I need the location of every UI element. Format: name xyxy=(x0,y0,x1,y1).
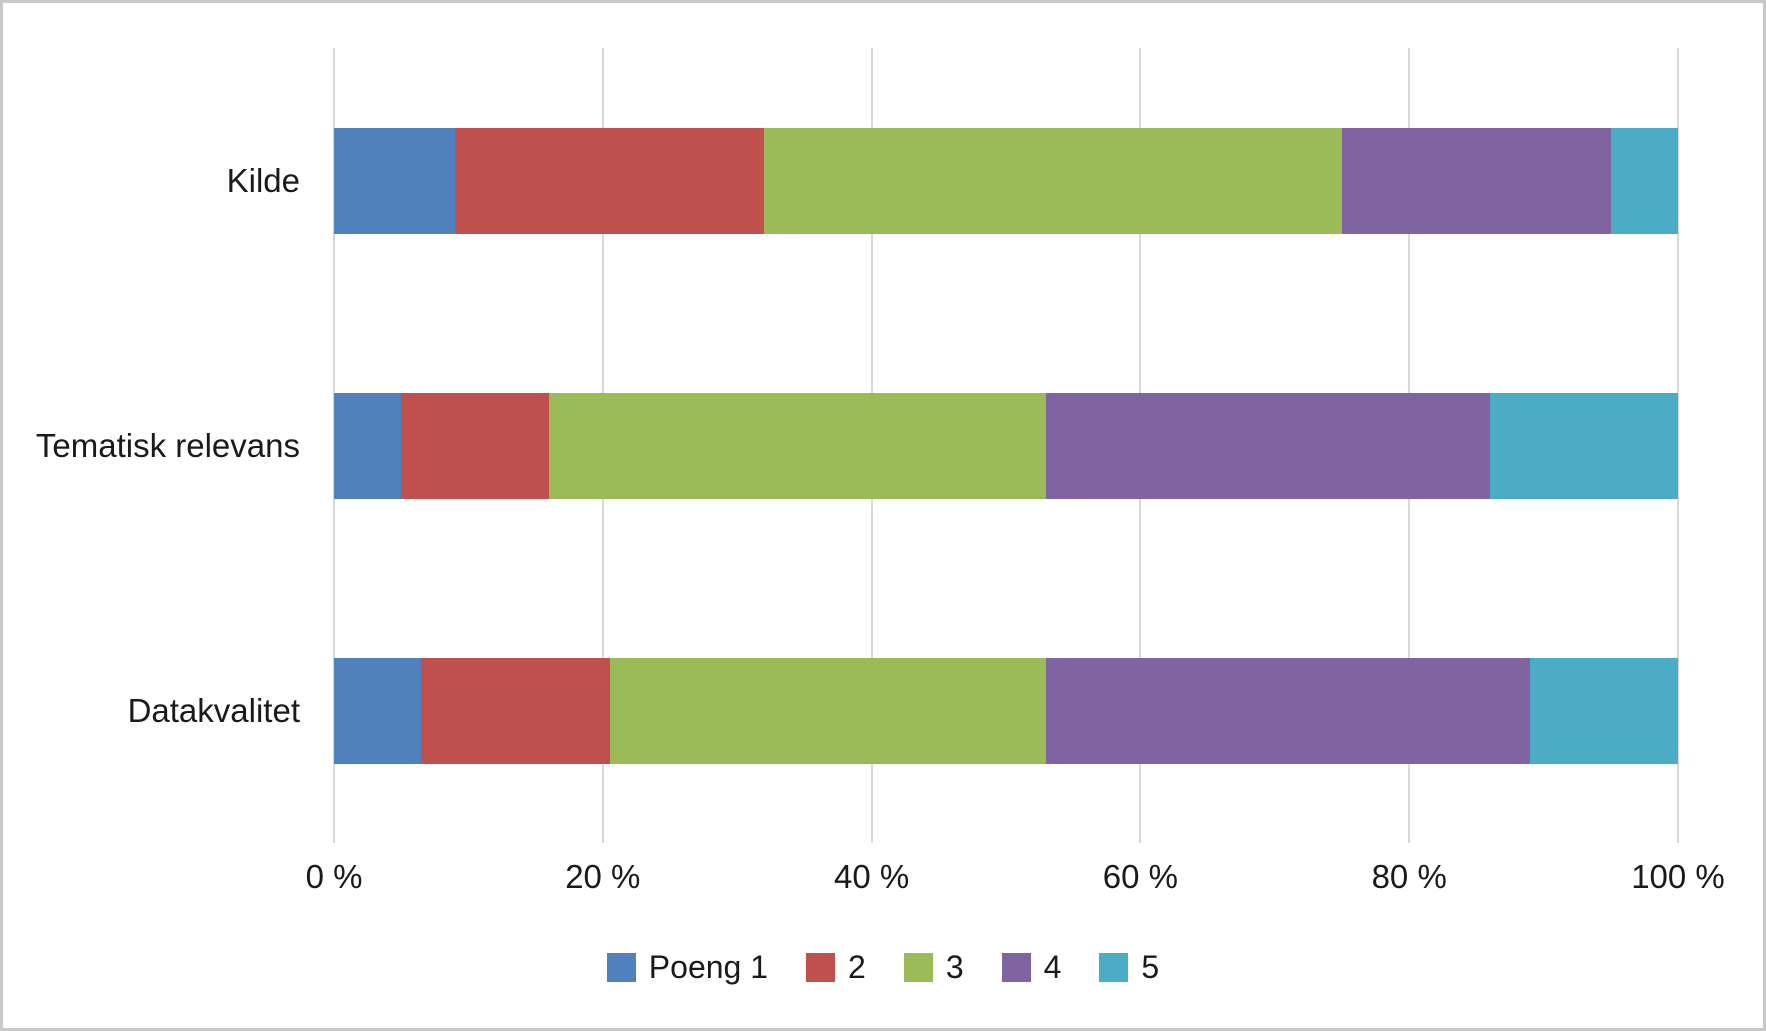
legend-swatch xyxy=(903,952,933,982)
x-tick-label: 0 % xyxy=(305,858,363,895)
bar-segment xyxy=(334,127,455,234)
legend-item: 5 xyxy=(1099,949,1159,986)
legend-swatch xyxy=(1001,952,1031,982)
gridline xyxy=(1677,48,1679,843)
category-label: Kilde xyxy=(226,161,300,199)
bar-row xyxy=(334,392,1678,499)
legend-label: 2 xyxy=(848,948,866,985)
bar-segment xyxy=(334,657,422,764)
bar-segment xyxy=(609,657,1047,764)
legend-item: 2 xyxy=(806,949,866,986)
bar-segment xyxy=(1530,657,1678,764)
plot-area xyxy=(333,48,1679,843)
x-tick-label: 80 % xyxy=(1371,858,1447,895)
bar-segment xyxy=(1046,657,1531,764)
legend-item: 4 xyxy=(1001,948,1062,986)
legend-label: 5 xyxy=(1141,948,1160,985)
legend-item: Poeng 1 xyxy=(606,948,769,986)
legend-swatch xyxy=(1099,952,1129,982)
bar-segment xyxy=(1489,392,1678,499)
legend-label: 3 xyxy=(945,948,964,985)
category-label: Datakvalitet xyxy=(127,691,300,729)
legend-label: Poeng 1 xyxy=(648,948,769,985)
legend-swatch xyxy=(806,952,836,982)
x-tick-label: 20 % xyxy=(565,858,641,895)
legend: Poeng 1 2 3 4 5 xyxy=(3,943,1763,991)
category-label: Tematisk relevans xyxy=(35,426,300,464)
bar-segment xyxy=(454,127,765,234)
bar-segment xyxy=(1341,127,1611,234)
bar-segment xyxy=(421,657,610,764)
legend-item: 3 xyxy=(903,948,964,986)
legend-label: 4 xyxy=(1043,948,1062,985)
x-tick-label: 40 % xyxy=(833,858,910,895)
bar-segment xyxy=(401,392,550,499)
bar-segment xyxy=(764,127,1342,234)
bar-segment xyxy=(1610,127,1678,234)
bar-segment xyxy=(334,392,402,499)
x-tick-label: 100 % xyxy=(1631,858,1725,895)
legend-swatch xyxy=(606,952,636,982)
x-tick-label: 60 % xyxy=(1102,858,1178,895)
bar-row xyxy=(334,127,1678,234)
bar-row xyxy=(334,657,1678,764)
bar-segment xyxy=(549,392,1047,499)
bar-segment xyxy=(1046,392,1490,499)
